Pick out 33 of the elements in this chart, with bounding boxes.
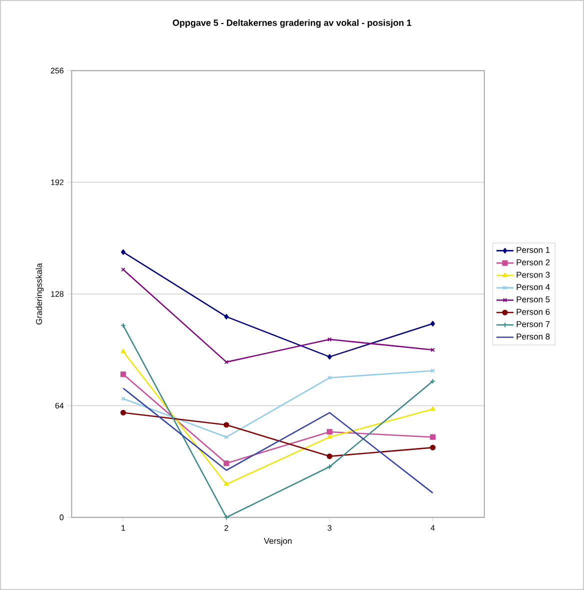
point xyxy=(224,460,230,466)
legend-label: Person 5 xyxy=(516,296,550,302)
point xyxy=(327,434,332,439)
point xyxy=(224,422,230,428)
legend-label: Person 7 xyxy=(516,321,550,328)
point xyxy=(326,453,332,460)
legend-label: Person 6 xyxy=(516,308,550,315)
legend-label: Person 2 xyxy=(516,259,550,266)
point xyxy=(327,376,332,380)
line-series xyxy=(122,388,434,494)
chart-title: Oppgave 5 - Deltakernes gradering av vokal - posisjon 1 xyxy=(172,19,412,28)
point xyxy=(120,348,126,354)
point xyxy=(327,337,332,342)
point xyxy=(224,481,229,486)
point xyxy=(120,410,126,416)
point xyxy=(224,314,229,320)
x-axis-title: Versjon xyxy=(264,538,292,546)
point xyxy=(224,514,230,520)
y-axis-title: Graderingsskala xyxy=(36,263,44,324)
point xyxy=(224,360,229,364)
point xyxy=(430,406,436,411)
point xyxy=(120,371,126,378)
point xyxy=(430,434,436,440)
point xyxy=(327,354,332,360)
point xyxy=(430,444,436,450)
legend-label: Person 8 xyxy=(516,334,550,340)
point xyxy=(224,434,229,440)
legend-label: Person 4 xyxy=(516,284,550,290)
point xyxy=(326,429,332,435)
legend-label: Person 3 xyxy=(516,272,550,278)
point xyxy=(120,249,126,255)
point xyxy=(430,320,435,326)
legend-label: Person 1 xyxy=(516,247,550,253)
